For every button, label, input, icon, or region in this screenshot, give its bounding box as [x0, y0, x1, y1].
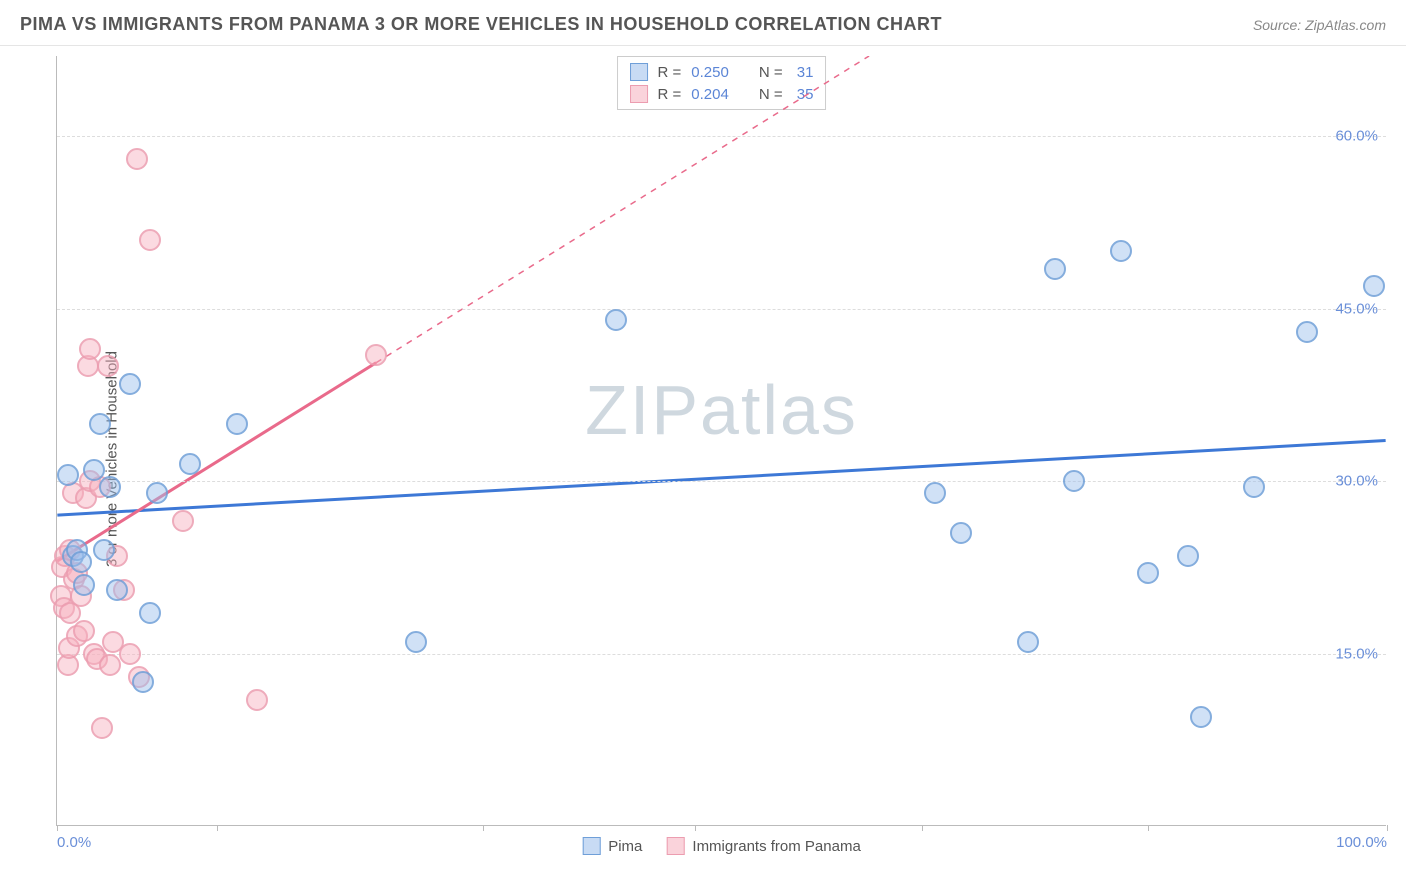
series-legend: Pima Immigrants from Panama — [582, 837, 861, 855]
data-point — [57, 464, 79, 486]
data-point — [99, 654, 121, 676]
legend-swatch — [630, 63, 648, 81]
data-point — [365, 344, 387, 366]
gridline — [57, 481, 1386, 482]
data-point — [246, 689, 268, 711]
x-tick-label: 0.0% — [57, 834, 91, 851]
gridline — [57, 136, 1386, 137]
data-point — [605, 309, 627, 331]
data-point — [79, 338, 101, 360]
x-tick-mark — [57, 825, 58, 831]
gridline — [57, 654, 1386, 655]
data-point — [1044, 258, 1066, 280]
x-tick-mark — [695, 825, 696, 831]
data-point — [132, 671, 154, 693]
legend-swatch — [666, 837, 684, 855]
y-tick-label: 45.0% — [1335, 300, 1378, 317]
data-point — [93, 539, 115, 561]
chart-title: PIMA VS IMMIGRANTS FROM PANAMA 3 OR MORE… — [20, 14, 942, 35]
data-point — [924, 482, 946, 504]
x-tick-mark — [217, 825, 218, 831]
data-point — [405, 631, 427, 653]
data-point — [139, 229, 161, 251]
data-point — [73, 574, 95, 596]
x-tick-mark — [483, 825, 484, 831]
legend-row: R =0.250N = 31 — [630, 61, 814, 83]
x-tick-label: 100.0% — [1336, 834, 1387, 851]
data-point — [1063, 470, 1085, 492]
data-point — [119, 643, 141, 665]
y-tick-label: 30.0% — [1335, 473, 1378, 490]
data-point — [1110, 240, 1132, 262]
data-point — [1243, 476, 1265, 498]
chart-area: 3 or more Vehicles in Household ZIPatlas… — [0, 46, 1406, 871]
data-point — [1190, 706, 1212, 728]
series-legend-item: Pima — [582, 837, 642, 855]
data-point — [99, 476, 121, 498]
data-point — [97, 355, 119, 377]
data-point — [1017, 631, 1039, 653]
data-point — [73, 620, 95, 642]
source-attribution: Source: ZipAtlas.com — [1253, 17, 1386, 33]
trendline-solid — [57, 441, 1385, 516]
y-tick-label: 60.0% — [1335, 128, 1378, 145]
data-point — [146, 482, 168, 504]
data-point — [83, 459, 105, 481]
data-point — [1137, 562, 1159, 584]
data-point — [91, 717, 113, 739]
title-bar: PIMA VS IMMIGRANTS FROM PANAMA 3 OR MORE… — [0, 0, 1406, 46]
data-point — [179, 453, 201, 475]
legend-swatch — [582, 837, 600, 855]
y-tick-label: 15.0% — [1335, 645, 1378, 662]
series-legend-item: Immigrants from Panama — [666, 837, 860, 855]
data-point — [89, 413, 111, 435]
data-point — [139, 602, 161, 624]
gridline — [57, 309, 1386, 310]
data-point — [119, 373, 141, 395]
data-point — [106, 579, 128, 601]
trendline-solid — [57, 363, 376, 561]
x-tick-mark — [922, 825, 923, 831]
data-point — [172, 510, 194, 532]
data-point — [1177, 545, 1199, 567]
data-point — [126, 148, 148, 170]
legend-row: R =0.204N = 35 — [630, 83, 814, 105]
data-point — [226, 413, 248, 435]
x-tick-mark — [1387, 825, 1388, 831]
legend-swatch — [630, 85, 648, 103]
watermark: ZIPatlas — [585, 370, 858, 450]
scatter-plot: ZIPatlas R =0.250N = 31R =0.204N = 35 Pi… — [56, 56, 1386, 826]
correlation-legend: R =0.250N = 31R =0.204N = 35 — [617, 56, 827, 110]
data-point — [1363, 275, 1385, 297]
data-point — [70, 551, 92, 573]
data-point — [1296, 321, 1318, 343]
data-point — [950, 522, 972, 544]
x-tick-mark — [1148, 825, 1149, 831]
